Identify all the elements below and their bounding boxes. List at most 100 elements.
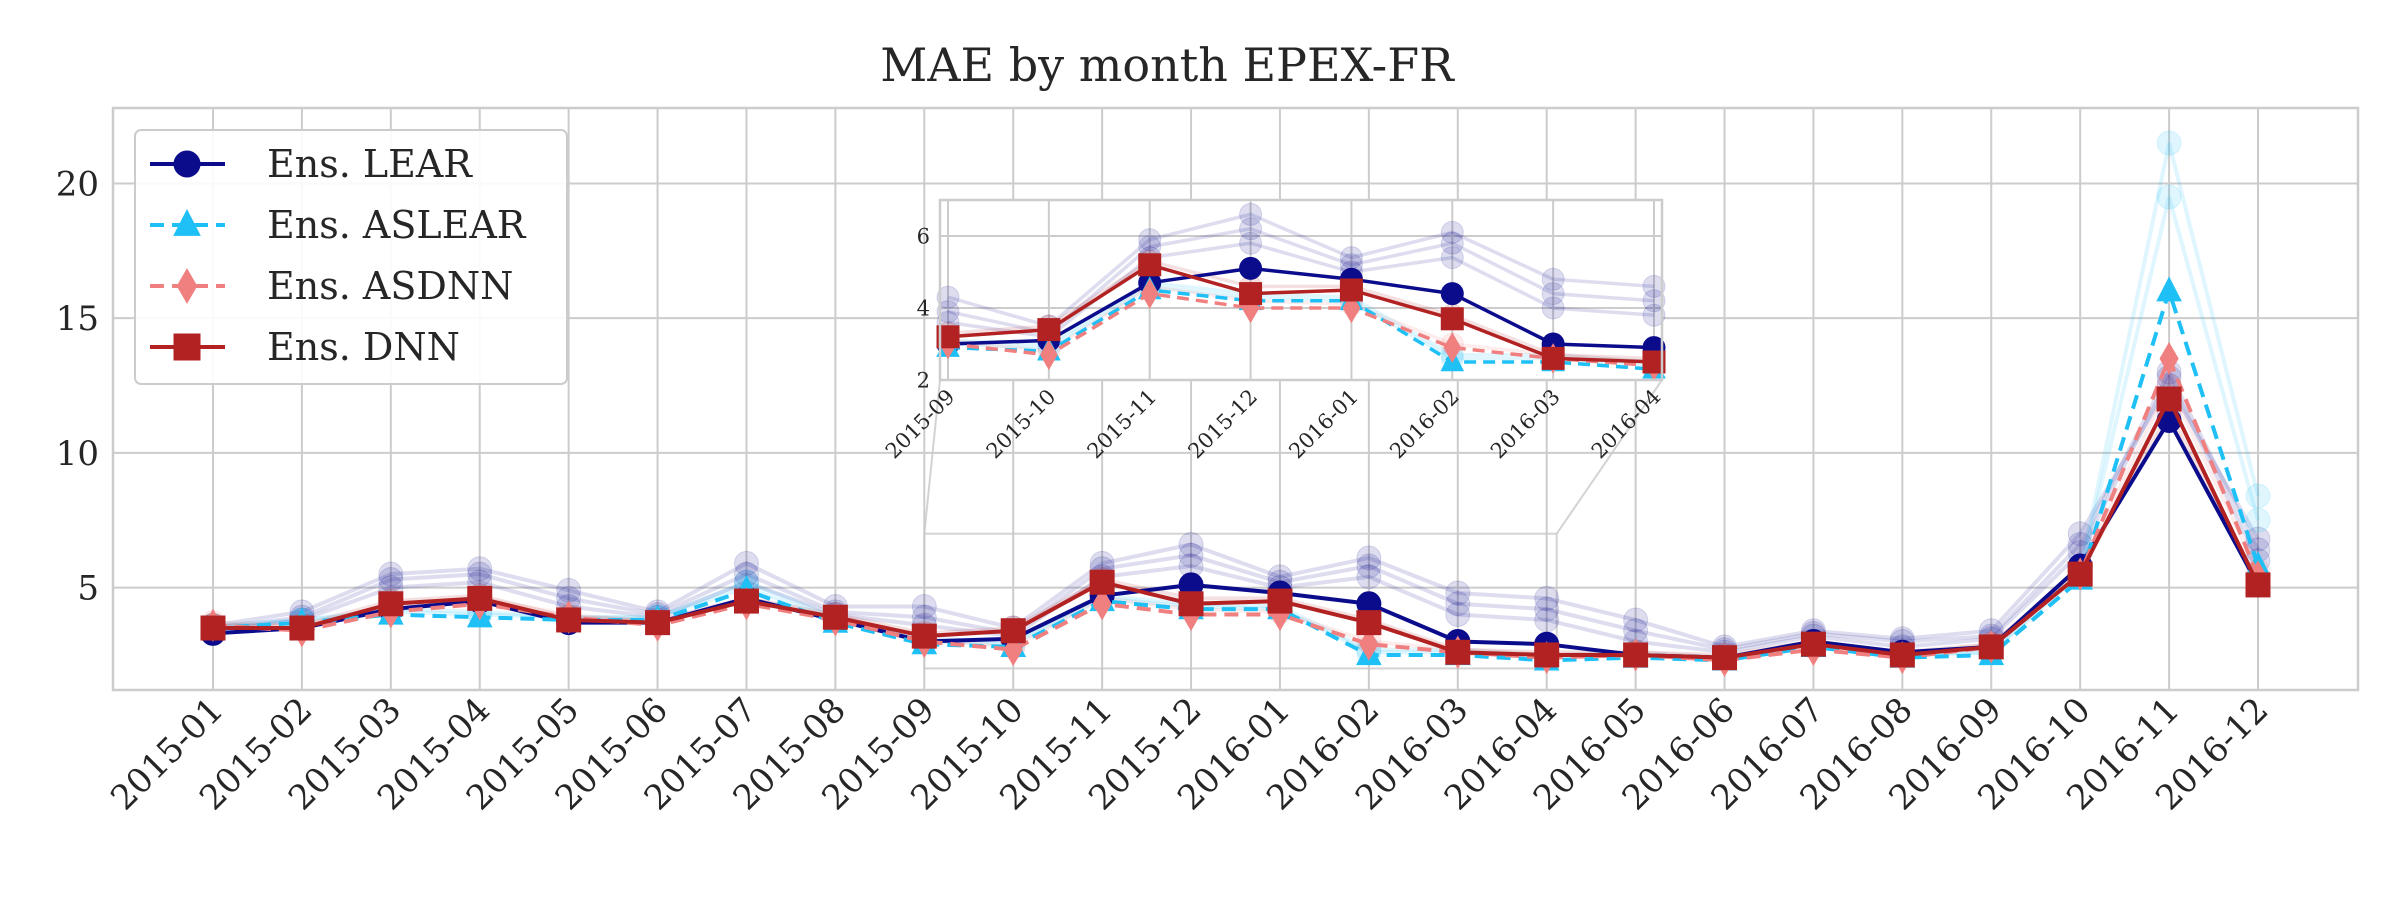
background-point xyxy=(1239,202,1263,226)
legend-item-ens-lear: Ens. LEAR xyxy=(150,142,473,186)
point-ens-dnn xyxy=(1445,639,1471,665)
point-ens-dnn xyxy=(289,615,315,641)
background-point xyxy=(1440,231,1464,255)
point-ens-dnn xyxy=(911,623,937,649)
y-tick-label: 2 xyxy=(917,368,930,392)
background-point xyxy=(1356,564,1382,590)
background-point xyxy=(467,556,493,582)
point-ens-lear xyxy=(1239,256,1263,280)
series-line-ens-aslear xyxy=(947,288,1655,371)
point-ens-dnn xyxy=(1178,591,1204,617)
x-tick-label: 2015-12 xyxy=(1183,385,1262,464)
background-point xyxy=(1138,228,1162,252)
background-point xyxy=(1178,532,1204,557)
legend-marker xyxy=(173,150,201,178)
zoom-connector xyxy=(923,379,941,534)
legend-marker xyxy=(173,333,201,361)
point-ens-dnn xyxy=(936,325,960,349)
background-point xyxy=(936,300,960,324)
background-point xyxy=(1239,231,1263,255)
background-point xyxy=(2245,483,2271,509)
legend-item-ens-dnn: Ens. DNN xyxy=(150,325,460,369)
point-ens-dnn xyxy=(467,585,493,611)
series-lines xyxy=(200,276,2271,677)
series-line-ens-lear xyxy=(212,418,2260,660)
background-point xyxy=(1642,303,1666,327)
legend-marker xyxy=(173,208,201,236)
inset-zoom-chart: 246 2015-09 2015-10 2015-11 2015-12 2016-01 2… xyxy=(881,198,1666,464)
point-ens-dnn xyxy=(645,610,671,636)
point-ens-dnn xyxy=(1541,346,1565,370)
background-point xyxy=(1642,289,1666,313)
background-point xyxy=(2245,507,2271,533)
point-ens-dnn xyxy=(1267,588,1293,614)
background-point xyxy=(1356,545,1382,571)
point-ens-asdnn xyxy=(2159,341,2179,376)
background-point xyxy=(1541,296,1565,320)
inset-y-tick-labels: 2 4 6 xyxy=(917,224,930,392)
x-tick-label: 2016-02 xyxy=(1385,385,1464,464)
point-ens-dnn xyxy=(200,615,226,641)
background-point xyxy=(1541,282,1565,306)
point-ens-dnn xyxy=(378,591,404,617)
inset-x-tick-labels: 2015-09 2015-10 2015-11 2015-12 2016-01 2016-… xyxy=(881,385,1666,464)
point-ens-asdnn xyxy=(1092,587,1112,621)
point-ens-dnn xyxy=(1642,350,1666,374)
point-ens-dnn xyxy=(1623,642,1649,668)
x-tick-label: 2015-11 xyxy=(1083,385,1162,464)
background-series-line xyxy=(947,212,1655,328)
point-ens-lear xyxy=(1440,282,1464,306)
y-tick-label: 15 xyxy=(56,299,99,339)
x-tick-label: 2016-03 xyxy=(1486,385,1565,464)
x-tick-label: 2015-10 xyxy=(982,385,1061,464)
point-ens-asdnn xyxy=(1443,332,1462,363)
background-point xyxy=(1642,274,1666,298)
legend-item-ens-aslear: Ens. ASLEAR xyxy=(150,203,527,247)
series-line-ens-dnn xyxy=(213,397,2260,660)
background-point xyxy=(1239,217,1263,241)
x-tick-labels: 2015-012015-022015-032015-042015-052015-… xyxy=(103,690,2276,818)
point-ens-asdnn xyxy=(1140,278,1159,309)
background-point xyxy=(2156,130,2182,156)
inset-series-lines xyxy=(936,253,1666,381)
background-point xyxy=(1178,542,1204,568)
x-tick-label: 2015-09 xyxy=(881,385,960,464)
y-tick-label: 10 xyxy=(56,434,99,474)
series-line-ens-asdnn xyxy=(212,356,2260,663)
point-ens-dnn xyxy=(2067,561,2093,587)
background-point xyxy=(911,593,937,619)
point-ens-dnn xyxy=(1800,631,1826,657)
background-point xyxy=(1534,585,1560,611)
background-point xyxy=(2245,526,2271,552)
background-series-line xyxy=(947,280,1655,364)
x-tick-label: 2016-04 xyxy=(1587,385,1666,464)
point-ens-dnn xyxy=(1138,253,1162,277)
point-ens-dnn xyxy=(556,607,582,633)
series-line-ens-lear xyxy=(947,266,1655,350)
background-point xyxy=(1541,267,1565,291)
background-point xyxy=(936,285,960,309)
point-ens-aslear xyxy=(2156,276,2182,302)
background-point xyxy=(1356,553,1382,579)
background-point xyxy=(378,561,404,587)
point-ens-dnn xyxy=(1440,307,1464,331)
legend-label: Ens. ASDNN xyxy=(267,264,513,308)
point-ens-dnn xyxy=(1089,569,1115,595)
y-tick-label: 5 xyxy=(77,569,99,609)
series-line-ens-dnn xyxy=(947,263,1655,364)
legend-marker xyxy=(176,268,198,304)
background-point xyxy=(1440,246,1464,270)
background-point xyxy=(1534,607,1560,633)
x-tick-label: 2016-01 xyxy=(1284,385,1363,464)
background-series-line xyxy=(947,259,1655,361)
background-point xyxy=(1440,220,1464,244)
background-point xyxy=(1534,596,1560,622)
background-point xyxy=(1623,607,1649,633)
point-ens-dnn xyxy=(1356,610,1382,636)
point-ens-asdnn xyxy=(1040,339,1058,371)
background-series-line xyxy=(212,367,2260,652)
point-ens-dnn xyxy=(2156,386,2182,412)
legend-item-ens-asdnn: Ens. ASDNN xyxy=(150,264,513,308)
point-ens-dnn xyxy=(1712,645,1738,671)
